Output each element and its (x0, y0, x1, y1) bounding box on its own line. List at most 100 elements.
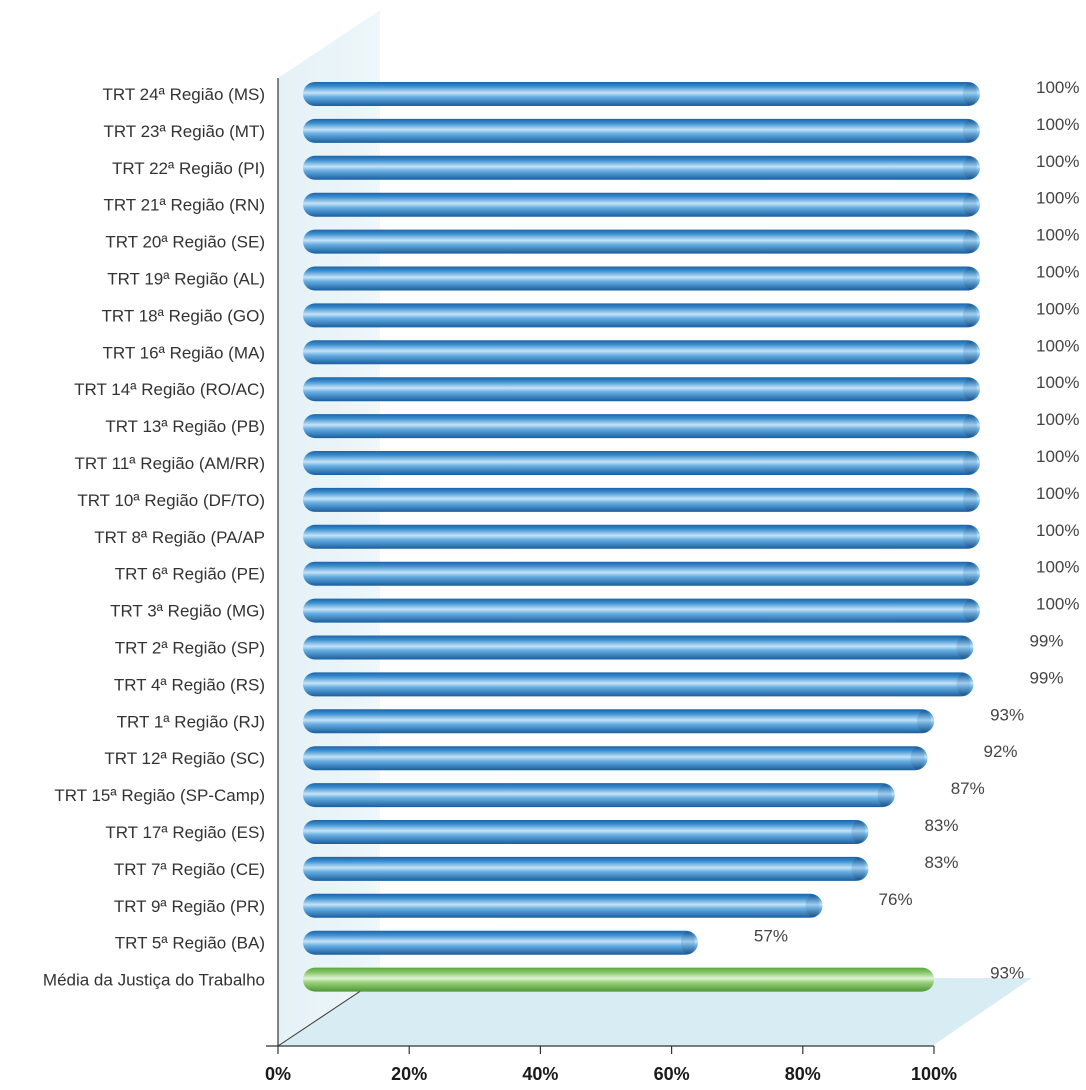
category-label: TRT 15ª Região (SP-Camp) (54, 786, 265, 805)
category-label: TRT 7ª Região (CE) (114, 860, 265, 879)
value-label: 99% (1029, 632, 1063, 651)
value-label: 100% (1036, 226, 1079, 245)
bar (303, 672, 974, 697)
category-label: TRT 1ª Região (RJ) (117, 712, 265, 731)
x-tick-label: 20% (391, 1064, 427, 1084)
bar (303, 155, 980, 180)
bar-end-cap (963, 488, 977, 511)
value-label: 100% (1036, 299, 1079, 318)
bar-end-cap (963, 341, 977, 364)
category-label: TRT 20ª Região (SE) (105, 233, 265, 252)
bar-end-cap (956, 673, 971, 696)
category-label: TRT 10ª Região (DF/TO) (77, 491, 265, 510)
bar-end-cap (963, 83, 977, 105)
category-label: TRT 2ª Região (SP) (115, 639, 265, 658)
bar (303, 930, 698, 955)
bar (303, 893, 823, 918)
category-label: TRT 17ª Região (ES) (105, 823, 265, 842)
value-label: 93% (990, 705, 1024, 724)
category-label: TRT 11ª Região (AM/RR) (74, 454, 265, 473)
average-bar (303, 967, 935, 992)
bar-end-cap (917, 710, 932, 733)
category-label: TRT 16ª Região (MA) (103, 343, 266, 362)
category-label: TRT 18ª Região (GO) (102, 306, 265, 325)
category-label: TRT 24ª Região (MS) (103, 85, 266, 104)
bar (303, 709, 935, 734)
value-label: 100% (1036, 484, 1079, 503)
bar (303, 303, 980, 328)
x-tick-label: 80% (785, 1064, 821, 1084)
value-label: 57% (754, 927, 788, 946)
category-label: TRT 5ª Região (BA) (115, 934, 265, 953)
bar (303, 598, 980, 623)
bar-end-cap (963, 119, 977, 142)
bar-end-cap (910, 747, 925, 770)
bar-end-cap (851, 821, 866, 843)
category-label: TRT 9ª Região (PR) (114, 897, 265, 916)
value-label: 100% (1036, 263, 1079, 282)
floor-panel (278, 978, 1032, 1046)
value-label: 87% (951, 779, 985, 798)
bar-end-cap (805, 894, 820, 917)
category-label: TRT 13ª Região (PB) (105, 417, 265, 436)
value-label: 83% (924, 853, 958, 872)
bar (303, 524, 980, 549)
value-label: 100% (1036, 447, 1079, 466)
category-label: TRT 4ª Região (RS) (114, 675, 265, 694)
category-label: TRT 6ª Região (PE) (115, 565, 265, 584)
bar (303, 229, 980, 254)
value-label: 100% (1036, 78, 1079, 97)
bar (303, 820, 869, 844)
value-label: 92% (984, 742, 1018, 761)
bar-end-cap (963, 193, 977, 216)
category-label: TRT 21ª Região (RN) (103, 196, 265, 215)
bar-end-cap (851, 857, 866, 880)
value-label: 100% (1036, 410, 1079, 429)
category-label: TRT 8ª Região (PA/AP (94, 528, 265, 547)
value-label: 100% (1036, 152, 1079, 171)
bar (303, 561, 980, 586)
value-label: 93% (990, 964, 1024, 983)
value-label: 100% (1036, 336, 1079, 355)
bar (303, 487, 980, 512)
category-label: Média da Justiça do Trabalho (43, 971, 265, 990)
bar (303, 635, 974, 660)
value-label: 100% (1036, 189, 1079, 208)
bar-end-cap (963, 525, 977, 548)
category-label: TRT 23ª Região (MT) (103, 122, 265, 141)
bar-end-cap (877, 784, 892, 807)
bar (303, 340, 980, 365)
value-label: 83% (924, 816, 958, 835)
category-label: TRT 12ª Região (SC) (104, 749, 265, 768)
category-label: TRT 22ª Região (PI) (112, 159, 265, 178)
category-label: TRT 3ª Região (MG) (110, 602, 265, 621)
bar-end-cap (963, 267, 977, 290)
value-label: 100% (1036, 373, 1079, 392)
category-label: TRT 14ª Região (RO/AC) (74, 380, 265, 399)
value-label: 100% (1036, 521, 1079, 540)
bar-end-cap (680, 931, 695, 954)
bar-end-cap (963, 562, 977, 585)
bar-end-cap (956, 636, 971, 659)
value-label: 76% (879, 890, 913, 909)
value-label: 100% (1036, 595, 1079, 614)
bar-end-cap (963, 230, 977, 253)
bar-end-cap (963, 378, 977, 401)
x-tick-label: 0% (265, 1064, 291, 1084)
bar (303, 856, 869, 881)
bar (303, 377, 980, 402)
x-tick-label: 60% (654, 1064, 690, 1084)
bar (303, 451, 980, 475)
x-tick-label: 100% (911, 1064, 957, 1084)
value-label: 99% (1029, 668, 1063, 687)
bar (303, 746, 928, 771)
bar (303, 192, 980, 217)
bar-end-cap (963, 452, 977, 474)
value-label: 100% (1036, 115, 1079, 134)
value-label: 100% (1036, 558, 1079, 577)
bar (303, 783, 895, 808)
bar (303, 414, 980, 439)
bar (303, 266, 980, 291)
